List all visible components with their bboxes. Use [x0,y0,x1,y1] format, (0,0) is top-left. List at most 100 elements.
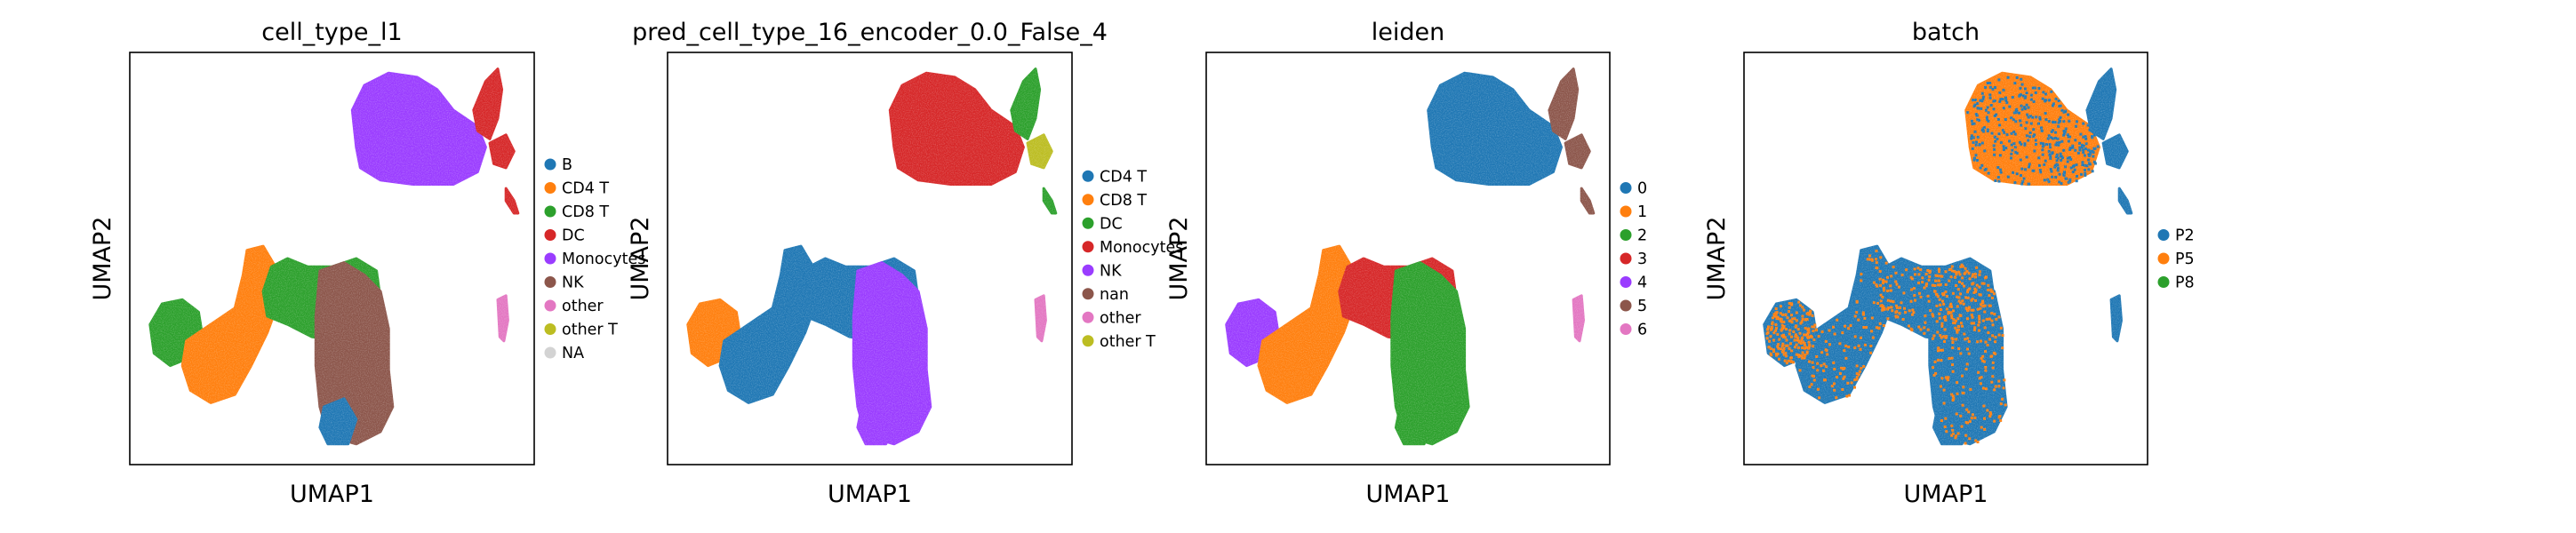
legend-label: NK [562,274,584,292]
legend-marker [544,182,556,194]
legend-label: DC [1100,215,1123,233]
panel-title: pred_cell_type_16_encoder_0.0_False_4 [632,19,1108,46]
x-axis-label: UMAP1 [290,481,374,508]
legend-marker [544,158,556,171]
legend-label: P2 [2175,227,2195,245]
legend: 0 1 2 3 4 5 6 [1620,180,1647,339]
legend-marker [1082,288,1094,300]
legend-label: CD4 T [562,180,609,198]
y-axis-label: UMAP2 [89,217,116,301]
legend-item: CD8 T [1082,192,1147,210]
legend-label: nan [1100,286,1129,304]
y-axis-label: UMAP2 [1703,217,1731,301]
legend-label: Monocytes [562,251,645,268]
legend-label: other T [562,322,618,339]
legend-item: P8 [2157,274,2195,292]
legend-item: P2 [2157,227,2195,245]
legend-label: 3 [1637,251,1647,268]
umap-panel-4: batch UMAP1 UMAP2 P2 P5 P8 [1703,19,2195,508]
legend-item: B [544,156,572,174]
legend-marker [544,323,556,335]
legend-item: DC [1082,215,1123,233]
legend-marker [1082,335,1094,347]
grain-overlay [668,52,1072,465]
umap-panel-2: pred_cell_type_16_encoder_0.0_False_4 UMA… [627,19,1183,508]
legend-item: 1 [1620,203,1647,221]
legend-item: NK [544,274,584,292]
panel-title: leiden [1372,19,1444,46]
legend-item: CD8 T [544,203,609,221]
legend-label: NK [1100,262,1122,280]
legend-marker [2157,252,2170,265]
legend: B CD4 T CD8 T DC Monocytes NK other other T NA [544,156,645,362]
legend-marker [544,276,556,288]
y-axis-label: UMAP2 [1165,217,1193,301]
legend-marker [544,346,556,359]
axes-frame [1205,52,1611,465]
legend-item: nan [1082,286,1129,304]
legend-label: 1 [1637,203,1647,221]
legend-item: other T [544,322,618,339]
legend-item: CD4 T [1082,168,1147,186]
legend-item: P5 [2157,251,2195,268]
legend-item: 3 [1620,251,1647,268]
legend-item: NA [544,345,584,362]
legend-label: 5 [1637,298,1647,315]
legend-label: B [562,156,572,174]
legend-marker [1620,229,1632,241]
panel-title: cell_type_l1 [261,19,402,46]
legend-marker [1082,311,1094,323]
axes-frame [1743,52,2148,465]
umap-panel-1: cell_type_l1 UMAP1 UMAP2 B CD4 T CD8 T DC Monoc… [89,19,645,508]
legend-item: 6 [1620,322,1647,339]
legend-item: Monocytes [1082,239,1183,257]
legend-marker [1082,170,1094,182]
legend-marker [1620,276,1632,288]
legend-marker [1620,252,1632,265]
legend-item: CD4 T [544,180,609,198]
legend-marker [1620,182,1632,194]
legend-item: 0 [1620,180,1647,198]
grain-overlay [1744,52,2148,465]
legend-label: 2 [1637,227,1647,245]
legend-marker [1082,217,1094,229]
x-axis-label: UMAP1 [1366,481,1451,508]
legend-item: NK [1082,262,1122,280]
legend-marker [1620,205,1632,218]
legend-marker [2157,229,2170,241]
legend-item: 2 [1620,227,1647,245]
legend-label: CD8 T [562,203,609,221]
legend-label: other [1100,309,1141,327]
legend-item: other [544,298,604,315]
legend-label: other T [1100,333,1156,351]
x-axis-label: UMAP1 [1904,481,1988,508]
legend-marker [544,205,556,218]
umap-panel-3: leiden UMAP1 UMAP2 0 1 2 3 4 5 6 [1165,19,1647,508]
legend-label: CD4 T [1100,168,1147,186]
legend-item: 4 [1620,274,1647,292]
legend-marker [2157,276,2170,288]
legend: CD4 T CD8 T DC Monocytes NK nan other other T [1082,168,1183,351]
legend-label: CD8 T [1100,192,1147,210]
legend-label: 0 [1637,180,1647,198]
panel-title: batch [1912,19,1980,46]
legend-item: other T [1082,333,1156,351]
legend-item: DC [544,227,585,245]
legend-item: Monocytes [544,251,645,268]
y-axis-label: UMAP2 [627,217,654,301]
axes-frame [129,52,535,465]
axes-frame [667,52,1073,465]
legend-marker [544,299,556,312]
legend-label: 6 [1637,322,1647,339]
legend-marker [544,252,556,265]
legend-label: P5 [2175,251,2195,268]
legend-label: DC [562,227,585,245]
legend-item: other [1082,309,1141,327]
legend-marker [544,229,556,241]
legend-item: 5 [1620,298,1647,315]
x-axis-label: UMAP1 [828,481,912,508]
legend-label: Monocytes [1100,239,1183,257]
grain-overlay [130,52,534,465]
legend: P2 P5 P8 [2157,227,2195,292]
